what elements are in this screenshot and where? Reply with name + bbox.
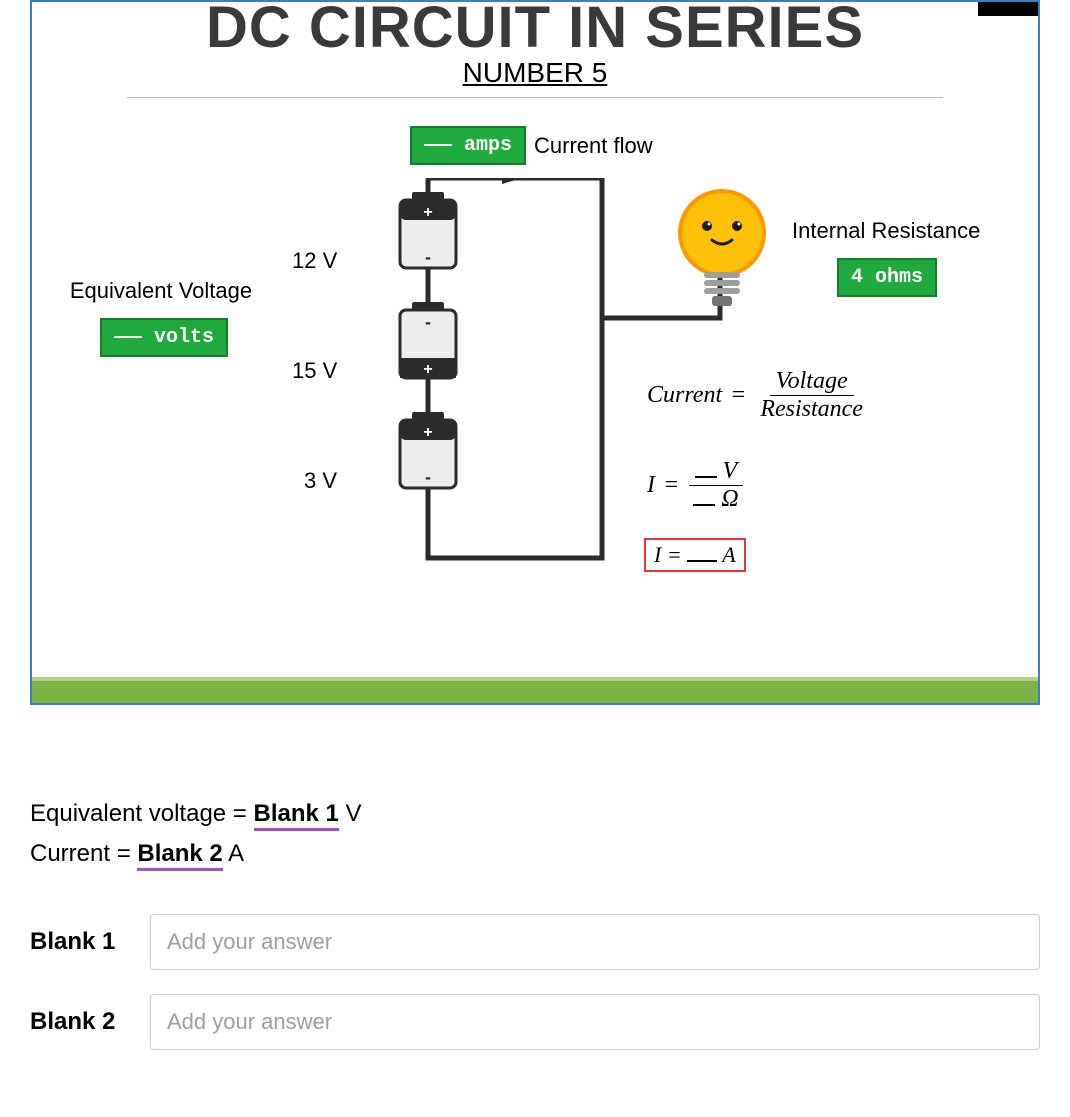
battery-3-icon: + -: [400, 412, 456, 488]
circuit-diagram: amps Current flow Equivalent Voltage vol…: [32, 118, 1038, 598]
svg-text:+: +: [423, 204, 432, 221]
svg-text:+: +: [423, 361, 432, 378]
blank-1-label: Blank 1: [30, 928, 150, 956]
slide-green-bar: [32, 677, 1038, 703]
battery-2-icon: - +: [400, 302, 456, 378]
svg-text:-: -: [425, 467, 431, 487]
battery-3-label: 3 V: [304, 468, 337, 494]
blank-amps: [424, 132, 452, 146]
circuit-svg: + - - + + -: [372, 178, 812, 578]
blank-volts: [114, 324, 142, 338]
blank-2-label: Blank 2: [30, 1008, 150, 1036]
ohms-pill: 4 ohms: [837, 258, 937, 297]
question-text-area: Equivalent voltage = Blank 1 V Current =…: [30, 795, 1040, 874]
blank-1-input[interactable]: [150, 914, 1040, 970]
question-line-2: Current = Blank 2 A: [30, 835, 1040, 873]
amps-pill: amps: [410, 126, 526, 165]
q2-suffix: A: [223, 840, 244, 867]
q1-suffix: V: [339, 800, 362, 827]
blank-2-input[interactable]: [150, 994, 1040, 1050]
black-tab-decoration: [978, 0, 1038, 16]
svg-text:-: -: [425, 247, 431, 267]
slide-title: DC CIRCUIT IN SERIES: [32, 0, 1038, 61]
q2-blank-label: Blank 2: [137, 840, 222, 871]
blank-2-row: Blank 2: [30, 994, 1040, 1050]
svg-text:+: +: [423, 424, 432, 441]
battery-2-label: 15 V: [292, 358, 337, 384]
blank-1-row: Blank 1: [30, 914, 1040, 970]
volts-text: volts: [154, 326, 214, 349]
amps-text: amps: [464, 134, 512, 157]
question-line-1: Equivalent voltage = Blank 1 V: [30, 795, 1040, 833]
title-divider: [127, 97, 943, 98]
battery-1-icon: + -: [400, 192, 456, 268]
amps-row: amps Current flow: [410, 126, 653, 165]
q1-prefix: Equivalent voltage =: [30, 800, 254, 827]
svg-text:-: -: [425, 312, 431, 332]
battery-1-label: 12 V: [292, 248, 337, 274]
answer-inputs-area: Blank 1 Blank 2: [30, 914, 1040, 1050]
current-flow-arrow-icon: [502, 178, 522, 184]
current-flow-label: Current flow: [534, 133, 653, 159]
slide-subtitle: NUMBER 5: [32, 57, 1038, 89]
internal-resistance-label: Internal Resistance: [792, 218, 980, 244]
q2-prefix: Current =: [30, 840, 137, 867]
light-bulb-icon: [680, 191, 764, 306]
volts-pill: volts: [100, 318, 228, 357]
slide-card: DC CIRCUIT IN SERIES NUMBER 5 amps Curre…: [30, 0, 1040, 705]
q1-blank-label: Blank 1: [254, 800, 339, 831]
equivalent-voltage-label: Equivalent Voltage: [46, 278, 276, 304]
